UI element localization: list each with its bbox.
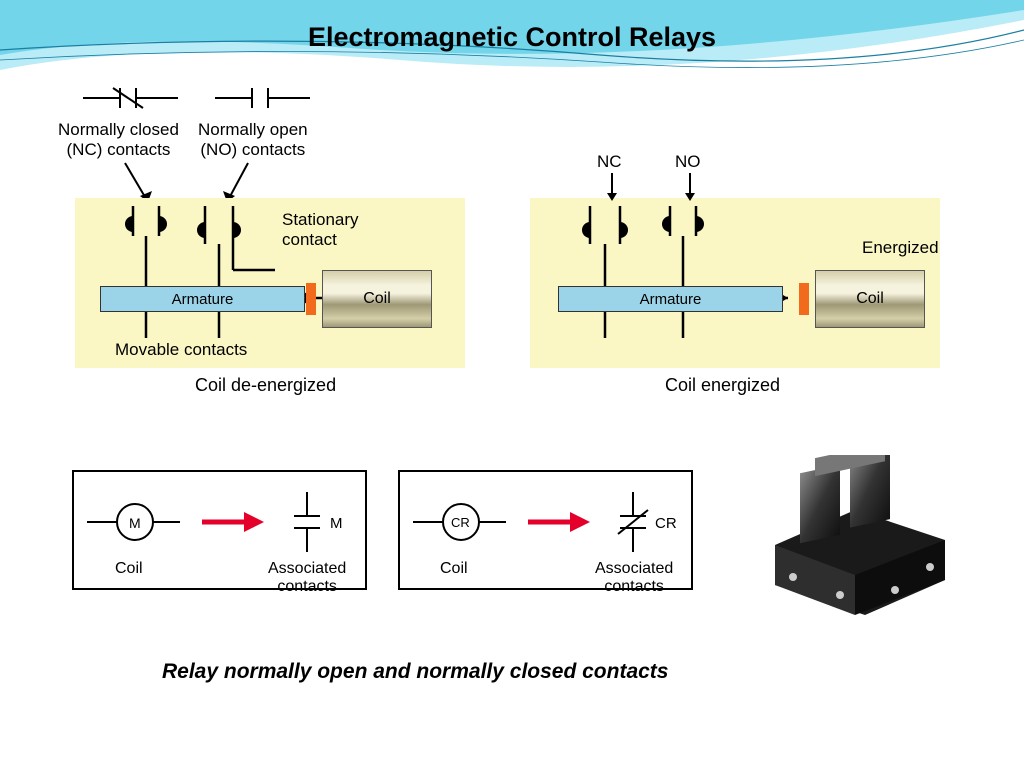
armature-left: Armature bbox=[100, 286, 305, 312]
no-symbol bbox=[210, 80, 320, 115]
sym-m-letter: M bbox=[129, 515, 141, 531]
orange-plate-left bbox=[306, 283, 316, 315]
coil-left: Coil bbox=[322, 270, 432, 328]
sym-m-coil-label: Coil bbox=[115, 560, 143, 578]
coil-right: Coil bbox=[815, 270, 925, 328]
nc-label: Normally closed (NC) contacts bbox=[58, 120, 179, 160]
bottom-caption: Relay normally open and normally closed … bbox=[162, 660, 668, 684]
caption-energized: Coil energized bbox=[665, 375, 780, 396]
nc-symbol bbox=[78, 80, 188, 115]
no-label: Normally open (NO) contacts bbox=[198, 120, 308, 160]
sym-m-contacts-label: Associated contacts bbox=[268, 560, 346, 596]
armature-right: Armature bbox=[558, 286, 783, 312]
orange-plate-right bbox=[799, 283, 809, 315]
sym-cr-coil-label: Coil bbox=[440, 560, 468, 578]
movable-label: Movable contacts bbox=[115, 340, 247, 360]
relay-photo bbox=[745, 455, 965, 630]
nc-short: NC bbox=[597, 152, 622, 172]
stationary-label: Stationary contact bbox=[282, 210, 359, 250]
caption-deenergized: Coil de-energized bbox=[195, 375, 336, 396]
sym-cr-contact: CR bbox=[655, 515, 677, 532]
sym-m-contact: M bbox=[330, 515, 343, 532]
no-short: NO bbox=[675, 152, 701, 172]
sym-cr-contacts-label: Associated contacts bbox=[595, 560, 673, 596]
page-title: Electromagnetic Control Relays bbox=[0, 22, 1024, 53]
sym-cr-letter: CR bbox=[451, 515, 470, 530]
energized-label: Energized bbox=[862, 238, 939, 258]
